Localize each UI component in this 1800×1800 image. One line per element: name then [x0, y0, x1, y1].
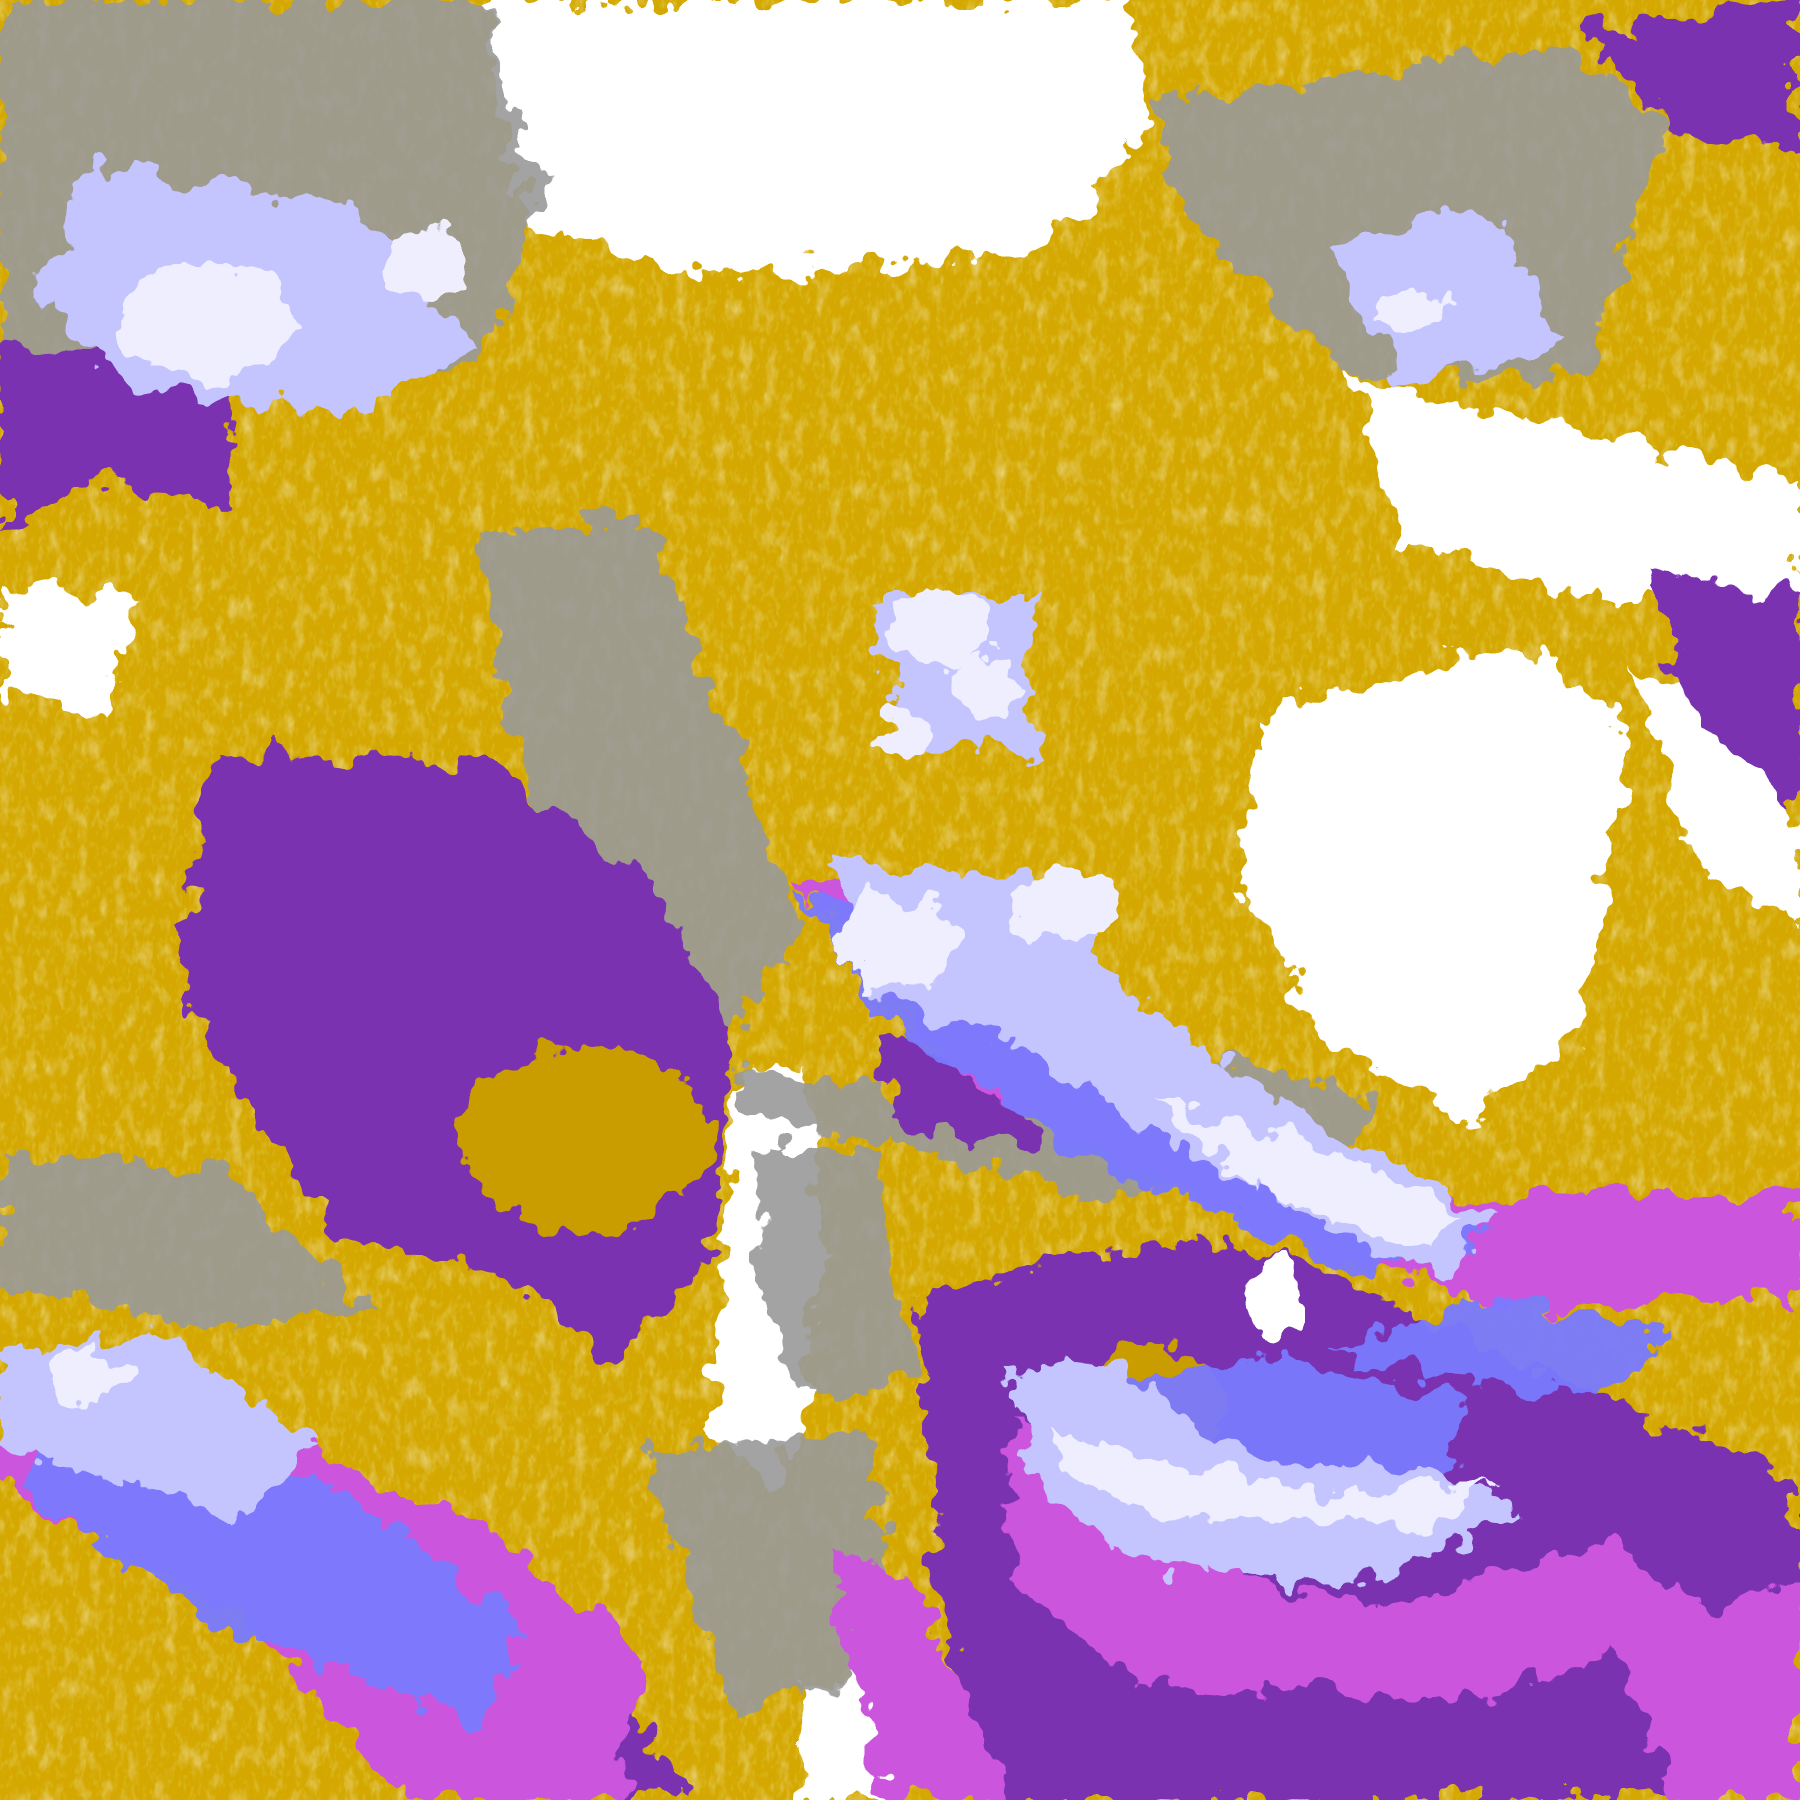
bright-cloud-cores — [45, 229, 1493, 1527]
swirl-clear-spot — [1248, 1258, 1300, 1337]
